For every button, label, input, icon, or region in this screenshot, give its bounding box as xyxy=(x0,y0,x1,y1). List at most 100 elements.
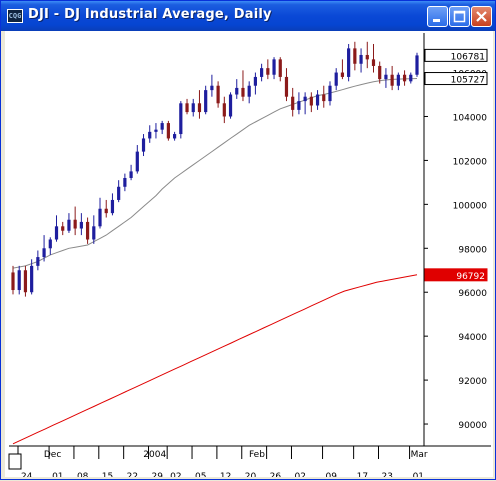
minimize-button[interactable] xyxy=(427,6,448,27)
candle-up xyxy=(260,68,264,77)
candle-up xyxy=(79,221,83,229)
price-tag-label: 96792 xyxy=(456,272,485,282)
time-tick-label: 24 xyxy=(21,472,33,477)
candle-down xyxy=(322,94,326,102)
title-bar[interactable]: CQG DJI - DJ Industrial Average, Daily xyxy=(1,1,495,31)
candle-up xyxy=(67,219,71,231)
candle-down xyxy=(291,96,295,110)
price-tick-label: 102000 xyxy=(453,157,488,167)
time-tick-label: 05 xyxy=(195,472,206,477)
month-label: Dec xyxy=(44,450,61,460)
price-tag-label: 106781 xyxy=(451,52,485,62)
candle-down xyxy=(166,123,170,139)
candle-down xyxy=(241,87,245,97)
candle-down xyxy=(371,59,376,66)
time-tick-label: 17 xyxy=(357,472,368,477)
month-label: 2004 xyxy=(143,450,166,460)
candle-down xyxy=(353,48,357,64)
candle-down xyxy=(197,103,202,113)
candle-up xyxy=(191,103,195,113)
candle-down xyxy=(284,76,289,97)
candle-up xyxy=(123,177,127,187)
price-tag-ma_long xyxy=(424,268,488,282)
price-tag-label: 105727 xyxy=(451,76,485,86)
price-tick-label: 104000 xyxy=(453,113,488,123)
candle-up xyxy=(154,129,158,132)
chart-app-icon[interactable]: CQG xyxy=(7,9,23,23)
time-tick-label: 09 xyxy=(326,472,338,477)
candle-down xyxy=(85,221,90,240)
candle-down xyxy=(61,226,65,231)
time-tick-label: 12 xyxy=(220,472,231,477)
price-tick-label: 98000 xyxy=(458,245,487,255)
plot-area xyxy=(9,33,423,446)
time-tick-label: 01 xyxy=(413,472,424,477)
price-tick-label: 100000 xyxy=(453,201,488,211)
candle-up xyxy=(210,85,214,91)
time-tick-label: 23 xyxy=(381,472,392,477)
time-tick-label: 02 xyxy=(294,472,305,477)
candle-up xyxy=(48,239,52,249)
candle-up xyxy=(173,134,177,139)
candle-up xyxy=(17,270,21,291)
candle-down xyxy=(23,270,28,293)
price-tag-ma_short xyxy=(424,72,488,86)
candle-down xyxy=(104,208,108,214)
time-tick-label: 01 xyxy=(52,472,63,477)
month-label: Mar xyxy=(411,450,428,460)
candle-down xyxy=(185,103,189,113)
close-button[interactable] xyxy=(471,6,492,27)
scroll-handle[interactable] xyxy=(8,453,22,470)
time-tick-label: 20 xyxy=(245,472,257,477)
time-tick-label: 15 xyxy=(102,472,113,477)
price-tick-label: 94000 xyxy=(458,333,487,343)
short-moving-average-line xyxy=(12,78,418,269)
maximize-button[interactable] xyxy=(449,6,470,27)
price-tag-last xyxy=(424,48,488,62)
price-tick-label: 92000 xyxy=(458,377,487,387)
candle-down xyxy=(278,59,282,77)
candle-up xyxy=(253,76,257,86)
candle-up xyxy=(148,131,152,139)
candle-up xyxy=(30,265,34,293)
candle-up xyxy=(384,74,388,80)
candle-up xyxy=(141,138,146,152)
close-icon xyxy=(476,11,487,22)
candle-down xyxy=(222,103,226,117)
candle-up xyxy=(297,101,301,110)
candle-down xyxy=(266,68,270,75)
candle-up xyxy=(42,248,46,258)
candle-down xyxy=(402,74,407,82)
window-title: DJI - DJ Industrial Average, Daily xyxy=(28,7,272,22)
maximize-icon xyxy=(453,10,466,23)
candle-up xyxy=(54,226,59,240)
candle-down xyxy=(11,272,15,291)
candle-down xyxy=(390,74,394,86)
time-tick-label: 22 xyxy=(127,472,138,477)
time-tick-label: 26 xyxy=(270,472,282,477)
candle-up xyxy=(92,226,96,240)
candle-down xyxy=(378,65,382,80)
price-tick-label: 90000 xyxy=(458,421,487,431)
time-tick-label: 02 xyxy=(170,472,181,477)
candle-up xyxy=(247,85,251,97)
candle-up xyxy=(359,54,363,64)
time-tick-label: 29 xyxy=(152,472,164,477)
candle-down xyxy=(216,85,220,104)
candle-up xyxy=(98,208,102,227)
candle-up xyxy=(347,48,351,77)
minimize-icon xyxy=(433,19,440,22)
candle-up xyxy=(204,90,208,113)
candle-up xyxy=(328,85,332,102)
candle-down xyxy=(365,54,369,60)
candlestick-chart[interactable]: 1060001040001020001000009800096000940009… xyxy=(5,31,493,481)
candle-down xyxy=(340,72,345,77)
candle-up xyxy=(415,55,419,75)
candle-up xyxy=(334,72,338,86)
time-tick-label: 08 xyxy=(77,472,89,477)
candle-up xyxy=(179,103,183,135)
candle-up xyxy=(409,74,413,82)
candle-down xyxy=(73,219,77,229)
chart-area[interactable]: 1060001040001020001000009800096000940009… xyxy=(5,31,493,481)
